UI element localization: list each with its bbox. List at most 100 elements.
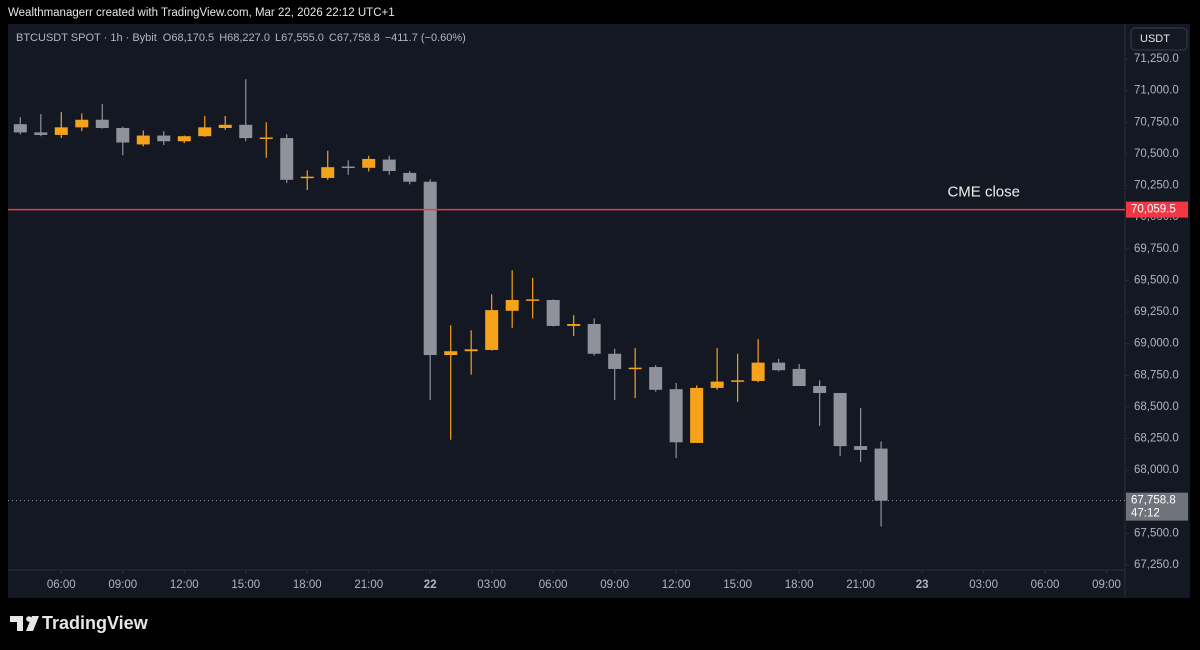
countdown: 47:12 — [1131, 508, 1160, 520]
x-tick-label: 18:00 — [785, 579, 814, 591]
y-tick-label: 70,750.0 — [1134, 116, 1179, 128]
candle-body — [669, 389, 683, 443]
ohlc-value: 68,227.0 — [227, 32, 270, 44]
candle-body — [13, 124, 27, 133]
candle-body — [587, 324, 601, 354]
candle-body — [649, 367, 663, 390]
x-tick-label: 03:00 — [477, 579, 506, 591]
candle-body — [608, 353, 622, 369]
y-tick-label: 71,250.0 — [1134, 53, 1179, 65]
logo-text: TradingView — [42, 613, 149, 633]
last-price-label: 67,758.8 — [1131, 495, 1176, 507]
candle-body — [874, 448, 888, 501]
x-tick-label: 15:00 — [723, 579, 752, 591]
candle-body — [731, 380, 745, 382]
currency-box[interactable] — [1130, 27, 1188, 51]
currency: USDT — [1140, 33, 1170, 45]
candle-body — [464, 349, 478, 352]
ohlc-key: C — [329, 32, 337, 44]
candle-body — [34, 132, 48, 135]
x-tick-label: 09:00 — [1092, 579, 1121, 591]
x-tick-label: 09:00 — [600, 579, 629, 591]
x-tick-label: 12:00 — [662, 579, 691, 591]
logo-dot — [26, 616, 32, 622]
ohlc-key: L — [275, 32, 281, 44]
y-tick-label: 67,250.0 — [1134, 559, 1179, 571]
candle-body — [567, 324, 581, 326]
ohlc-key: H — [219, 32, 227, 44]
y-tick-label: 69,750.0 — [1134, 243, 1179, 255]
candle-body — [546, 300, 560, 326]
x-tick-label: 21:00 — [354, 579, 383, 591]
candle-body — [239, 124, 253, 139]
symbol-header: BTCUSDT SPOT · 1h · Bybit O68,170.5 H68,22… — [16, 32, 466, 44]
candle-body — [116, 127, 130, 143]
candle-body — [444, 351, 458, 356]
candle-body — [218, 124, 232, 128]
level-tag — [1126, 201, 1188, 218]
y-tick-label: 67,500.0 — [1134, 527, 1179, 539]
candle-body — [772, 362, 786, 371]
y-tick-label: 69,250.0 — [1134, 306, 1179, 318]
candle-body — [423, 181, 437, 356]
y-tick-label: 71,000.0 — [1134, 85, 1179, 97]
x-tick-label: 21:00 — [846, 579, 875, 591]
y-tick-label: 68,500.0 — [1134, 401, 1179, 413]
candle-body — [505, 300, 519, 311]
y-tick-label: 70,500.0 — [1134, 148, 1179, 160]
x-tick-label: 15:00 — [231, 579, 260, 591]
x-tick-label: 12:00 — [170, 579, 199, 591]
x-tick-label: 03:00 — [969, 579, 998, 591]
candle-body — [157, 135, 171, 142]
candle-body — [362, 158, 376, 168]
level-text: CME close — [947, 184, 1020, 201]
candle-body — [136, 135, 150, 145]
candle-body — [833, 392, 847, 447]
candle-body — [54, 127, 68, 135]
candle-body — [710, 381, 724, 388]
ohlc-value: 67,758.8 — [337, 32, 380, 44]
candle-body — [813, 386, 827, 393]
candle-body — [854, 446, 868, 450]
y-tick-label: 68,000.0 — [1134, 464, 1179, 476]
candle-body — [198, 127, 212, 137]
candle-body — [690, 387, 704, 443]
candle-body — [526, 299, 540, 301]
chart-panel — [8, 24, 1190, 598]
candle-body — [792, 368, 806, 387]
candle-body — [321, 167, 335, 178]
x-tick-label: 23 — [916, 579, 929, 591]
x-tick-label: 09:00 — [108, 579, 137, 591]
x-tick-label: 06:00 — [539, 579, 568, 591]
logo: TradingView — [10, 613, 149, 633]
level-label: 70,059.5 — [1131, 204, 1176, 216]
y-tick-label: 69,000.0 — [1134, 338, 1179, 350]
candle-body — [280, 138, 294, 180]
symbol: BTCUSDT SPOT · 1h · Bybit — [16, 32, 157, 44]
candle-body — [95, 119, 109, 128]
candle-body — [382, 159, 396, 171]
ohlc-value: 67,555.0 — [281, 32, 324, 44]
candle-body — [628, 367, 642, 370]
candle-body — [75, 119, 89, 128]
last-price-tag — [1126, 492, 1188, 521]
ohlc-value: 68,170.5 — [171, 32, 214, 44]
y-tick-label: 68,250.0 — [1134, 433, 1179, 445]
x-tick-label: 06:00 — [1031, 579, 1060, 591]
candle-body — [751, 362, 765, 381]
change: −411.7 (−0.60%) — [385, 32, 466, 44]
logo-mark — [10, 616, 39, 631]
candle-body — [485, 310, 499, 350]
x-tick-label: 18:00 — [293, 579, 322, 591]
ohlc-key: O — [163, 32, 172, 44]
x-tick-label: 22 — [424, 579, 437, 591]
candle-body — [403, 172, 417, 182]
attribution: Wealthmanagerr created with TradingView.… — [8, 7, 395, 19]
y-tick-label: 68,750.0 — [1134, 369, 1179, 381]
x-tick-label: 06:00 — [47, 579, 76, 591]
candle-body — [300, 176, 314, 179]
y-tick-label: 70,250.0 — [1134, 180, 1179, 192]
candle-body — [259, 137, 273, 139]
